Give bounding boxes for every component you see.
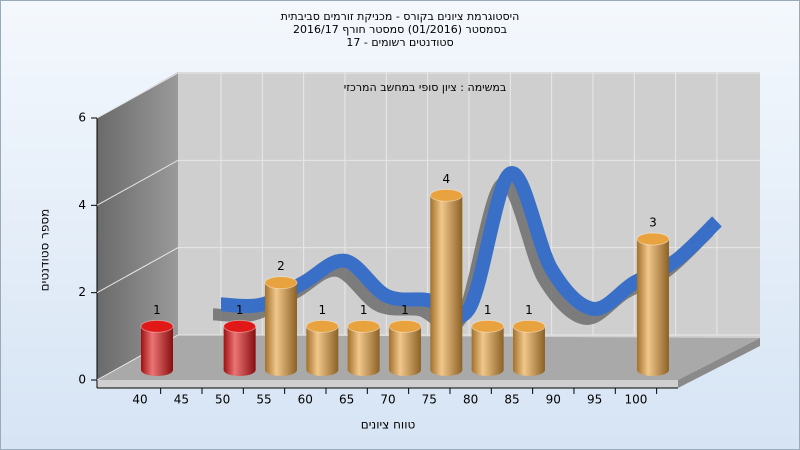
data-label: 1 xyxy=(318,303,326,317)
x-tick-label: 85 xyxy=(504,393,519,407)
bar xyxy=(512,326,545,370)
y-tick-label: 2 xyxy=(78,285,86,299)
data-label: 1 xyxy=(484,303,492,317)
data-label: 3 xyxy=(649,216,657,230)
bar-top xyxy=(264,276,298,290)
bar xyxy=(388,326,421,370)
data-label: 1 xyxy=(153,303,161,317)
grid-line xyxy=(96,159,760,206)
bar-top xyxy=(388,319,422,333)
bar-top xyxy=(471,319,505,333)
data-label: 1 xyxy=(525,303,533,317)
x-tick-label: 100 xyxy=(625,393,648,407)
data-label: 4 xyxy=(442,172,450,186)
bar-top xyxy=(305,319,339,333)
bar xyxy=(264,282,297,370)
title-line: בסמסטר (01/2016) סמסטר חורף 2016/17 xyxy=(293,23,507,36)
bar-top xyxy=(223,319,257,333)
y-tick-label: 4 xyxy=(78,198,86,212)
grid-line xyxy=(96,334,760,381)
x-tick-label: 90 xyxy=(546,393,561,407)
y-axis-label: מספר סטודנטים xyxy=(38,209,52,292)
floor-edge xyxy=(678,338,760,388)
bar-top xyxy=(140,319,174,333)
x-tick-label: 50 xyxy=(215,393,230,407)
grid-line xyxy=(96,72,760,119)
y-tick-label: 0 xyxy=(78,373,86,387)
bar xyxy=(141,326,173,370)
bar-top xyxy=(429,188,463,202)
x-tick-label: 45 xyxy=(174,393,189,407)
floor-front xyxy=(97,380,678,388)
x-tick-label: 60 xyxy=(298,393,313,407)
x-tick-label: 95 xyxy=(587,393,602,407)
title-line: סטודנטים רשומים - 17 xyxy=(346,36,453,49)
x-tick-label: 80 xyxy=(463,393,478,407)
x-tick-label: 70 xyxy=(380,393,395,407)
y-tick-label: 6 xyxy=(78,111,86,125)
data-label: 1 xyxy=(401,303,409,317)
left-wall xyxy=(97,72,178,380)
x-tick-label: 55 xyxy=(256,393,271,407)
floor xyxy=(97,335,760,380)
data-label: 1 xyxy=(236,303,244,317)
bar xyxy=(306,326,339,370)
line xyxy=(220,166,722,324)
title-line: היסטוגרמת ציונים בקורס - מכניקת זורמים ס… xyxy=(281,10,520,23)
bar xyxy=(223,326,256,370)
bar xyxy=(347,326,380,370)
bar xyxy=(636,239,669,370)
data-label: 2 xyxy=(277,259,285,273)
data-label: 1 xyxy=(360,303,368,317)
subtitle: במשימה : ציון סופי במחשב המרכזי xyxy=(344,81,507,94)
bar xyxy=(430,195,463,370)
bar-top xyxy=(512,319,546,333)
x-tick-label: 40 xyxy=(132,393,147,407)
x-tick-label: 65 xyxy=(339,393,354,407)
grid-line xyxy=(96,247,760,294)
x-axis-label: טווח ציונים xyxy=(361,418,416,432)
x-tick-label: 75 xyxy=(422,393,437,407)
bar-top xyxy=(347,319,381,333)
bar-top xyxy=(636,232,670,246)
bar xyxy=(471,326,504,370)
